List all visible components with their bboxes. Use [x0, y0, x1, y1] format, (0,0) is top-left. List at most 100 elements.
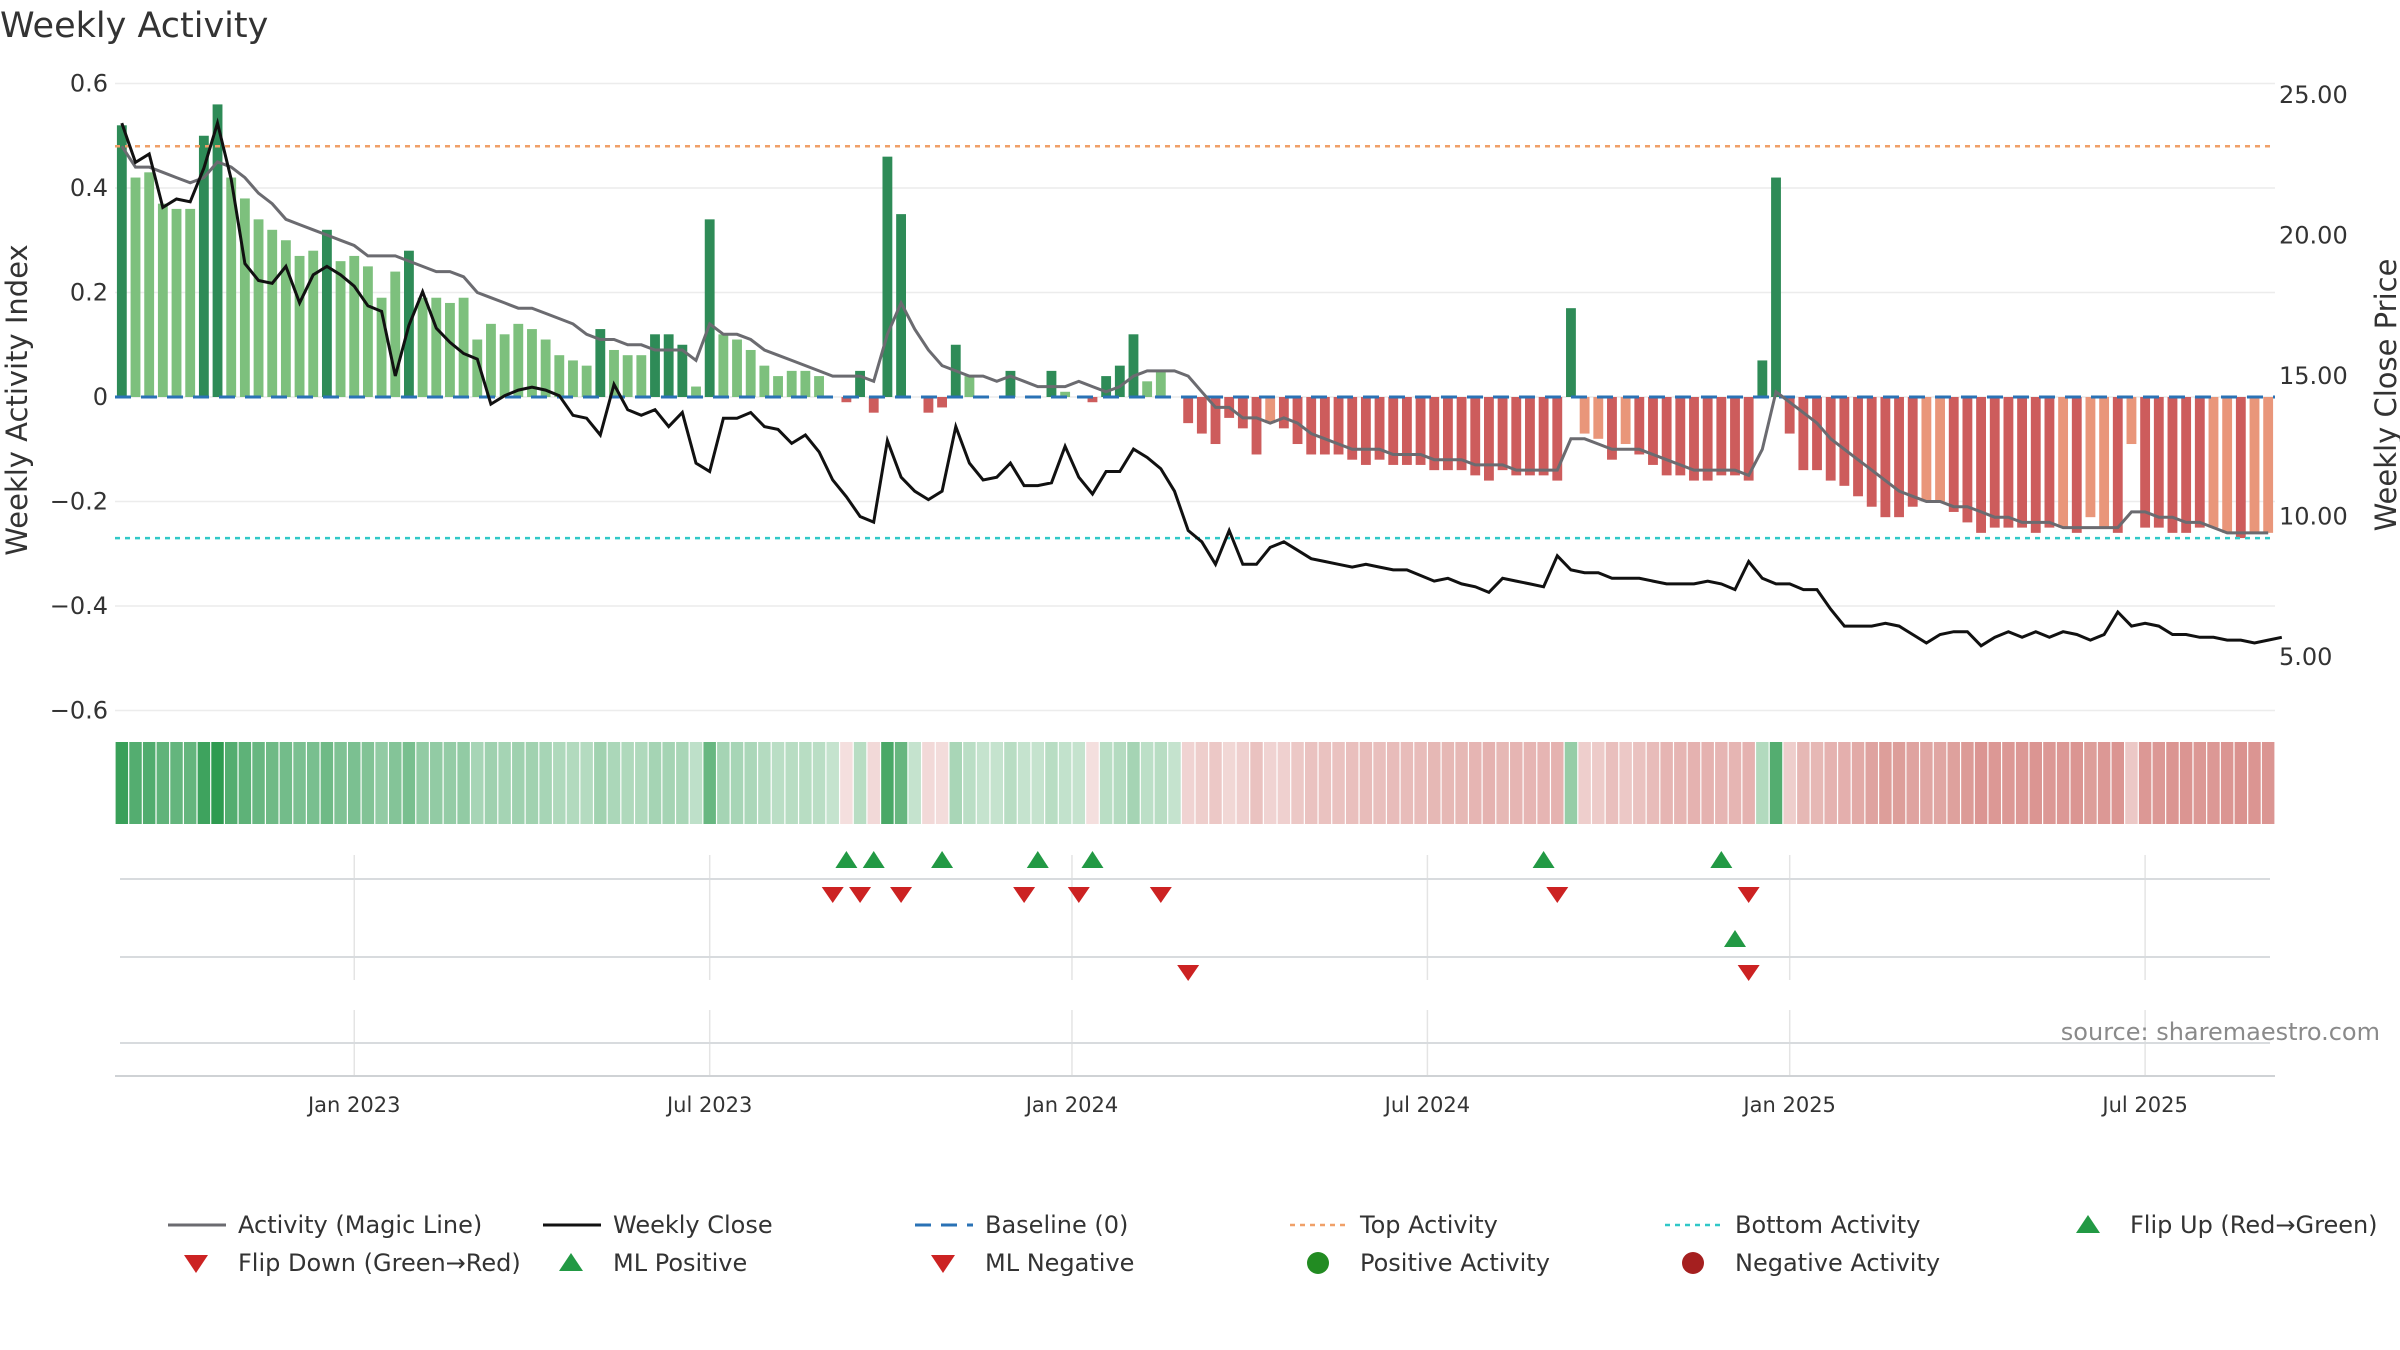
- activity-strip-cell: [676, 742, 689, 824]
- activity-bar: [1784, 397, 1795, 434]
- activity-bar: [1880, 397, 1891, 518]
- activity-bar: [1702, 397, 1713, 481]
- flip-down-marker: [1067, 887, 1090, 903]
- activity-bar: [294, 255, 305, 397]
- activity-strip-cell: [1250, 742, 1263, 824]
- activity-strip-cell: [1168, 742, 1181, 824]
- activity-bar: [2099, 397, 2110, 528]
- activity-strip-cell: [142, 742, 156, 824]
- legend-swatch: [1682, 1252, 1704, 1274]
- legend-swatch: [559, 1253, 583, 1271]
- ml-markers-panel: [120, 930, 2270, 981]
- activity-bar: [362, 266, 373, 397]
- flip-up-marker: [1532, 851, 1555, 868]
- magic-line-series: [120, 145, 2269, 535]
- activity-bar: [937, 397, 948, 408]
- activity-bars: [116, 104, 2274, 539]
- activity-bar: [1265, 397, 1276, 424]
- activity-strip-cell: [361, 742, 375, 824]
- activity-strip-cell: [1988, 742, 2001, 824]
- activity-strip-cell: [211, 742, 224, 824]
- y-axis-label: Weekly Activity Index: [0, 244, 34, 555]
- activity-bar: [527, 329, 537, 397]
- activity-strip-cell: [1551, 742, 1564, 824]
- activity-strip-cell: [498, 742, 511, 824]
- activity-bar: [280, 240, 291, 397]
- activity-strip-cell: [1974, 742, 1988, 824]
- activity-strip-cell: [976, 742, 990, 824]
- activity-strip-cell: [908, 742, 921, 824]
- activity-bar: [1976, 397, 1986, 533]
- activity-bar: [841, 397, 852, 403]
- activity-strip-cell: [1879, 742, 1892, 824]
- legend-swatch: [2076, 1215, 2100, 1233]
- activity-bar: [1155, 370, 1166, 397]
- activity-strip-cell: [471, 742, 484, 824]
- y-tick-label: −0.2: [50, 488, 108, 516]
- legend-item: Positive Activity: [1307, 1249, 1550, 1277]
- activity-strip-cell: [1701, 742, 1714, 824]
- activity-strip-cell: [648, 742, 662, 824]
- legend-label: Flip Down (Green→Red): [238, 1249, 521, 1277]
- activity-bar: [1812, 397, 1822, 471]
- activity-bar: [868, 397, 879, 413]
- y-tick-label: 0: [93, 383, 108, 411]
- activity-bar: [1415, 397, 1426, 465]
- activity-bar: [185, 208, 196, 397]
- activity-strip-cell: [1824, 742, 1837, 824]
- activity-strip-cell: [1236, 742, 1250, 824]
- activity-strip-cell: [785, 742, 798, 824]
- activity-bar: [1730, 397, 1740, 476]
- activity-strip-cell: [867, 742, 880, 824]
- activity-bar: [2208, 397, 2219, 528]
- activity-bar: [1675, 397, 1686, 476]
- activity-bar: [499, 334, 510, 397]
- activity-strip-cell: [949, 742, 962, 824]
- activity-strip-cell: [1058, 742, 1072, 824]
- activity-bar: [1798, 397, 1809, 471]
- activity-bar: [1128, 334, 1139, 397]
- activity-strip-cell: [2015, 742, 2029, 824]
- activity-bar: [1333, 397, 1344, 455]
- activity-strip-cell: [1783, 742, 1796, 824]
- activity-bar: [1251, 397, 1262, 455]
- activity-strip-cell: [1592, 742, 1605, 824]
- activity-bar: [1196, 397, 1207, 434]
- activity-strip-cell: [1933, 742, 1947, 824]
- activity-strip-cell: [115, 742, 129, 824]
- activity-strip-cell: [1086, 742, 1099, 824]
- legend-label: ML Positive: [613, 1249, 747, 1277]
- y-tick-label: −0.6: [50, 697, 108, 725]
- activity-strip-cell: [1523, 742, 1537, 824]
- activity-strip-cell: [1865, 742, 1878, 824]
- activity-strip-cell: [662, 742, 675, 824]
- activity-bar: [882, 156, 893, 397]
- activity-strip-cell: [730, 742, 744, 824]
- activity-bar: [1442, 397, 1453, 471]
- activity-strip-cell: [2029, 742, 2042, 824]
- activity-strip-cell: [1687, 742, 1701, 824]
- activity-bar: [2058, 397, 2069, 528]
- activity-bar: [335, 261, 346, 397]
- activity-bar: [2071, 397, 2082, 533]
- activity-strip-cell: [1660, 742, 1673, 824]
- activity-strip-cell: [1373, 742, 1386, 824]
- activity-strip-cell: [894, 742, 908, 824]
- activity-bar: [718, 334, 729, 397]
- activity-strip-cell: [265, 742, 279, 824]
- activity-bar: [1566, 308, 1576, 397]
- activity-bar: [2044, 397, 2055, 528]
- legend-item: Baseline (0): [915, 1211, 1128, 1239]
- activity-bar: [2017, 397, 2028, 528]
- activity-strip-cell: [1017, 742, 1031, 824]
- activity-bar: [1292, 397, 1303, 445]
- activity-strip-cell: [771, 742, 785, 824]
- activity-bar: [1484, 397, 1494, 481]
- activity-bar: [1757, 360, 1768, 397]
- activity-strip-cell: [1756, 742, 1769, 824]
- activity-bar: [1839, 397, 1850, 486]
- activity-strip-cell: [689, 742, 703, 824]
- legend-label: Weekly Close: [613, 1211, 773, 1239]
- activity-bar: [540, 339, 551, 397]
- activity-bar: [1935, 397, 1945, 502]
